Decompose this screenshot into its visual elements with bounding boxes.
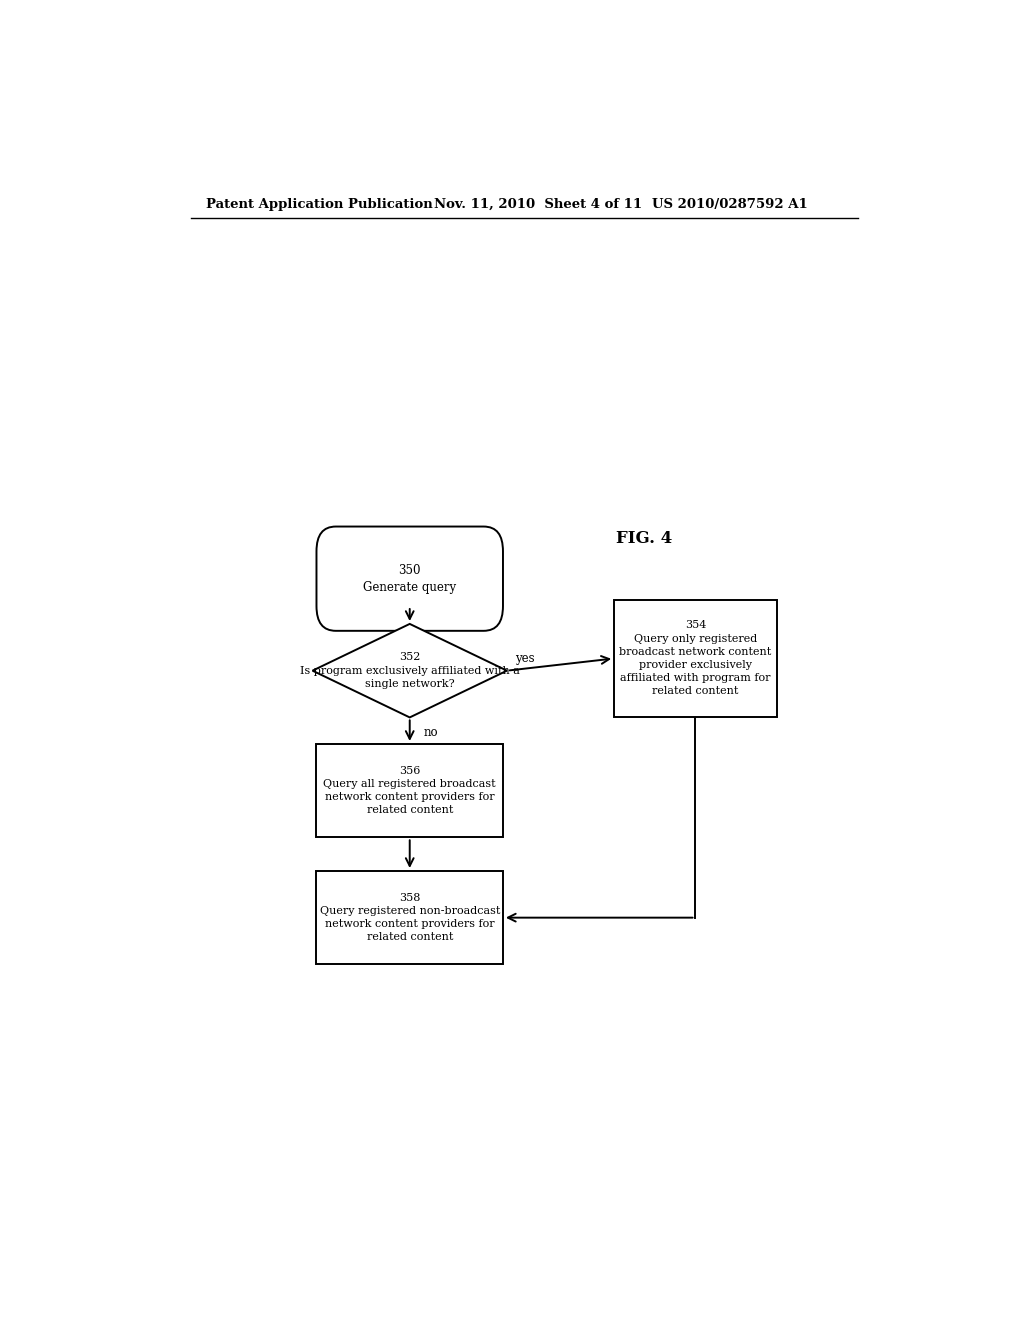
- Bar: [614, 601, 777, 717]
- Text: 358
Query registered non-broadcast
network content providers for
related content: 358 Query registered non-broadcast netwo…: [319, 892, 500, 942]
- Text: 356
Query all registered broadcast
network content providers for
related content: 356 Query all registered broadcast netwo…: [324, 766, 496, 816]
- Text: yes: yes: [515, 652, 535, 664]
- Text: 352
Is program exclusively affiliated with a
single network?: 352 Is program exclusively affiliated wi…: [300, 652, 519, 689]
- Text: US 2010/0287592 A1: US 2010/0287592 A1: [652, 198, 808, 211]
- Text: Nov. 11, 2010  Sheet 4 of 11: Nov. 11, 2010 Sheet 4 of 11: [433, 198, 642, 211]
- Bar: [316, 871, 503, 965]
- Text: 350
Generate query: 350 Generate query: [364, 564, 457, 594]
- Text: Patent Application Publication: Patent Application Publication: [206, 198, 432, 211]
- Text: no: no: [424, 726, 438, 739]
- Text: 354
Query only registered
broadcast network content
provider exclusively
affilia: 354 Query only registered broadcast netw…: [620, 620, 771, 697]
- Bar: [316, 744, 503, 837]
- Polygon shape: [312, 624, 507, 718]
- Text: FIG. 4: FIG. 4: [616, 529, 673, 546]
- FancyBboxPatch shape: [316, 527, 503, 631]
